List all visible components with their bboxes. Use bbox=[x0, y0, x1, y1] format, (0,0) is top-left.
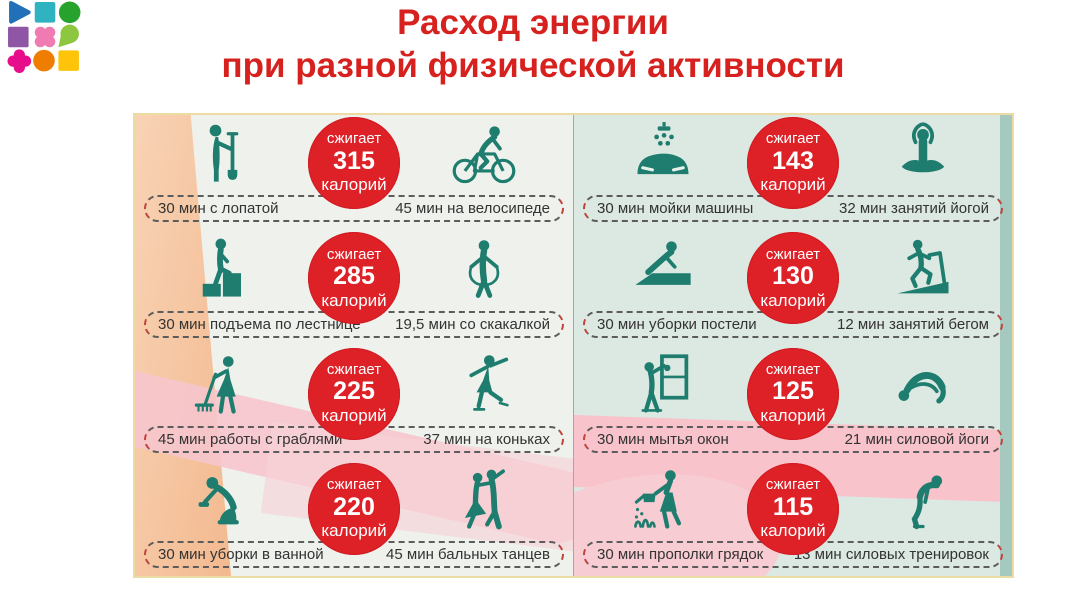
right-column: сжигает 143 калорий 30 мин мойки машины … bbox=[574, 115, 1012, 576]
logo-icon bbox=[7, 1, 81, 73]
bed-making-icon bbox=[625, 236, 701, 304]
right-activity-label: 13 мин силовых тренировок bbox=[793, 546, 989, 563]
left-column: сжигает 315 калорий 30 мин с лопатой 45 … bbox=[135, 115, 574, 576]
calorie-badge: сжигает 220 калорий bbox=[308, 462, 400, 555]
ballroom-dance-icon bbox=[446, 467, 522, 535]
badge-prefix: сжигает bbox=[765, 130, 821, 148]
ice-skating-icon bbox=[446, 352, 522, 420]
activity-row: сжигает 115 калорий 30 мин прополки гряд… bbox=[574, 461, 1012, 576]
right-activity-label: 45 мин бальных танцев bbox=[386, 546, 550, 563]
badge-suffix: калорий bbox=[760, 175, 826, 195]
badge-prefix: сжигает bbox=[326, 245, 382, 263]
right-activity-label: 21 мин силовой йоги bbox=[844, 430, 989, 448]
left-activity-label: 30 мин уборки в ванной bbox=[158, 546, 324, 563]
badge-suffix: калорий bbox=[760, 521, 826, 541]
left-activity-label: 30 мин подъема по лестнице bbox=[158, 315, 361, 333]
badge-prefix: сжигает bbox=[765, 245, 821, 263]
calorie-value: 225 bbox=[333, 377, 375, 406]
right-activity-label: 45 мин на велосипеде bbox=[395, 200, 550, 218]
badge-suffix: калорий bbox=[760, 405, 826, 425]
activity-row: сжигает 315 калорий 30 мин с лопатой 45 … bbox=[135, 115, 573, 230]
left-activity-label: 30 мин мойки машины bbox=[597, 200, 754, 218]
left-activity-label: 30 мин мытья окон bbox=[597, 430, 729, 448]
infographic-panel: сжигает 315 калорий 30 мин с лопатой 45 … bbox=[133, 113, 1014, 578]
calorie-value: 125 bbox=[772, 377, 814, 406]
title-line-1: Расход энергии bbox=[397, 3, 669, 42]
badge-prefix: сжигает bbox=[326, 360, 382, 378]
strength-training-icon bbox=[885, 467, 961, 535]
left-activity-label: 45 мин работы с граблями bbox=[158, 430, 343, 448]
yoga-icon bbox=[885, 121, 961, 189]
treadmill-run-icon bbox=[885, 236, 961, 304]
calorie-value: 315 bbox=[333, 146, 375, 175]
calorie-badge: сжигает 225 калорий bbox=[308, 347, 400, 440]
calorie-badge: сжигает 115 калорий bbox=[747, 462, 839, 555]
bicycle-icon bbox=[446, 121, 522, 189]
badge-prefix: сжигает bbox=[765, 476, 821, 494]
right-activity-label: 37 мин на коньках bbox=[423, 430, 550, 448]
page-title: Расход энергии при разной физической акт… bbox=[0, 2, 1066, 87]
left-activity-label: 30 мин прополки грядок bbox=[597, 546, 764, 563]
calorie-badge: сжигает 285 калорий bbox=[308, 232, 400, 325]
right-activity-label: 12 мин занятий бегом bbox=[837, 315, 989, 333]
jump-rope-icon bbox=[446, 236, 522, 304]
calorie-badge: сжигает 125 калорий bbox=[747, 347, 839, 440]
scrubbing-icon bbox=[186, 467, 262, 535]
activity-row: сжигает 143 калорий 30 мин мойки машины … bbox=[574, 115, 1012, 230]
badge-prefix: сжигает bbox=[765, 360, 821, 378]
duration-labels: 30 мин с лопатой 45 мин на велосипеде bbox=[144, 195, 564, 223]
activity-row: сжигает 125 калорий 30 мин мытья окон 21… bbox=[574, 346, 1012, 461]
stairs-icon bbox=[186, 236, 262, 304]
calorie-value: 130 bbox=[772, 262, 814, 291]
calorie-badge: сжигает 315 калорий bbox=[308, 117, 400, 210]
left-activity-label: 30 мин уборки постели bbox=[597, 315, 757, 333]
badge-suffix: калорий bbox=[321, 175, 387, 195]
left-activity-label: 30 мин с лопатой bbox=[158, 200, 279, 218]
window-washing-icon bbox=[625, 352, 701, 420]
decorative-teal-strip bbox=[1000, 115, 1012, 576]
activity-row: сжигает 225 калорий 45 мин работы с граб… bbox=[135, 346, 573, 461]
right-activity-label: 32 мин занятий йогой bbox=[839, 200, 989, 218]
activity-row: сжигает 130 калорий 30 мин уборки постел… bbox=[574, 230, 1012, 345]
calorie-value: 115 bbox=[772, 492, 814, 521]
yoga-bow-icon bbox=[885, 352, 961, 420]
badge-suffix: калорий bbox=[321, 521, 387, 541]
activity-row: сжигает 220 калорий 30 мин уборки в ванн… bbox=[135, 461, 573, 576]
badge-suffix: калорий bbox=[321, 405, 387, 425]
shovel-icon bbox=[186, 121, 262, 189]
badge-prefix: сжигает bbox=[326, 130, 382, 148]
calorie-value: 285 bbox=[333, 262, 375, 291]
activity-row: сжигает 285 калорий 30 мин подъема по ле… bbox=[135, 230, 573, 345]
calorie-value: 220 bbox=[333, 492, 375, 521]
badge-suffix: калорий bbox=[760, 290, 826, 310]
title-line-2: при разной физической активности bbox=[221, 45, 845, 85]
calorie-badge: сжигает 143 калорий bbox=[747, 117, 839, 210]
weeding-icon bbox=[625, 467, 701, 535]
badge-prefix: сжигает bbox=[326, 476, 382, 494]
car-wash-icon bbox=[625, 121, 701, 189]
calorie-value: 143 bbox=[772, 146, 814, 175]
rake-icon bbox=[186, 352, 262, 420]
badge-suffix: калорий bbox=[321, 290, 387, 310]
right-activity-label: 19,5 мин со скакалкой bbox=[395, 315, 550, 333]
calorie-badge: сжигает 130 калорий bbox=[747, 232, 839, 325]
